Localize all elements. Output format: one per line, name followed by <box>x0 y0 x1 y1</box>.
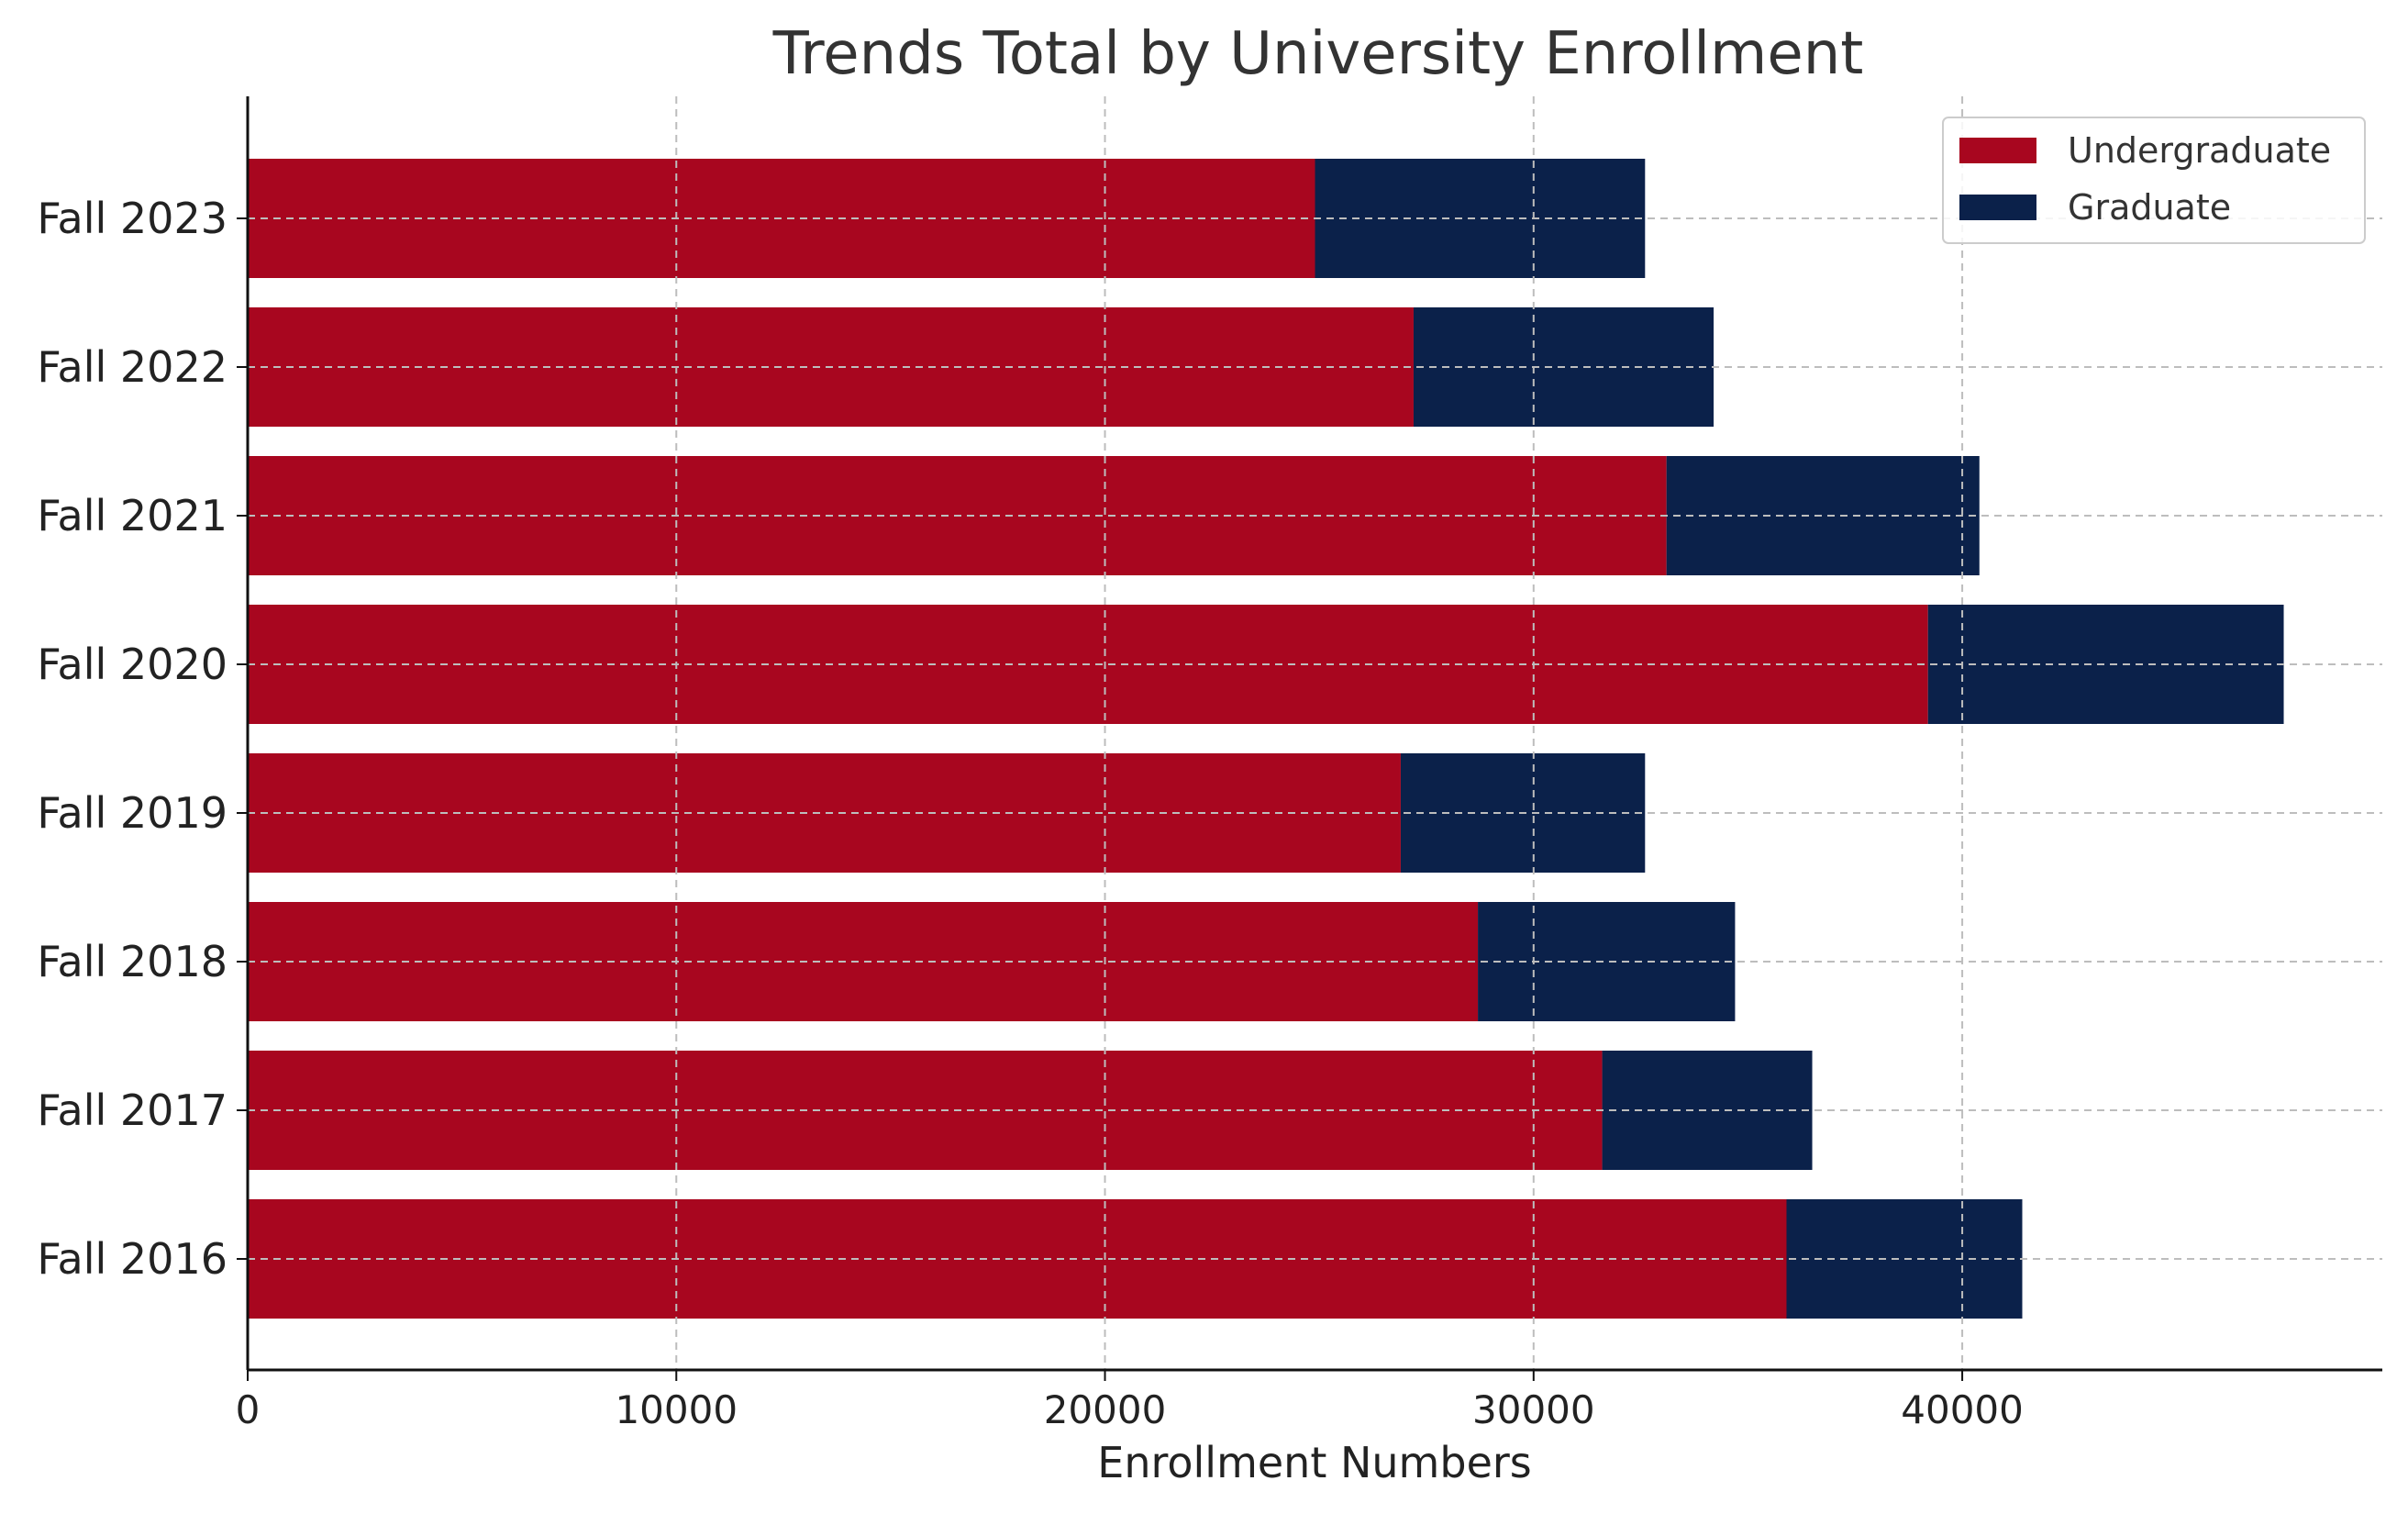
y-tick-label: Fall 2016 <box>37 1234 227 1284</box>
y-tick-label: Fall 2019 <box>37 788 227 838</box>
y-tick-label: Fall 2020 <box>37 640 227 689</box>
grid-lines <box>248 96 2382 1370</box>
x-tick-label: 30000 <box>1472 1387 1595 1432</box>
y-tick-label: Fall 2022 <box>37 342 227 392</box>
legend-label: Graduate <box>2068 187 2231 228</box>
undergraduate-bar <box>248 902 1479 1021</box>
x-tick-label: 10000 <box>615 1387 738 1432</box>
undergraduate-bar <box>248 1051 1603 1170</box>
x-tick-label: 0 <box>236 1387 261 1432</box>
graduate-bar <box>1478 902 1736 1021</box>
y-tick-label: Fall 2018 <box>37 937 227 986</box>
bars <box>248 159 2284 1319</box>
chart-title: Trends Total by University Enrollment <box>772 20 1864 88</box>
legend-swatch <box>1959 195 2036 220</box>
x-tick-label: 40000 <box>1901 1387 2024 1432</box>
y-tick-label: Fall 2021 <box>37 491 227 540</box>
legend-frame <box>1942 117 2366 244</box>
x-axis-label: Enrollment Numbers <box>1097 1438 1532 1487</box>
y-tick-label: Fall 2023 <box>37 194 227 243</box>
legend: Undergraduate Graduate <box>1942 117 2366 244</box>
axes <box>246 96 2382 1372</box>
y-tick-label: Fall 2017 <box>37 1085 227 1135</box>
undergraduate-bar <box>248 753 1401 873</box>
legend-label: Undergraduate <box>2068 130 2331 171</box>
legend-swatch <box>1959 138 2036 163</box>
tick-labels: Fall 2016 Fall 2017 Fall 2018 Fall 2019 Fall… <box>37 194 2024 1432</box>
undergraduate-bar <box>248 1199 1787 1319</box>
graduate-bar <box>1315 159 1646 278</box>
x-tick-label: 20000 <box>1044 1387 1167 1432</box>
